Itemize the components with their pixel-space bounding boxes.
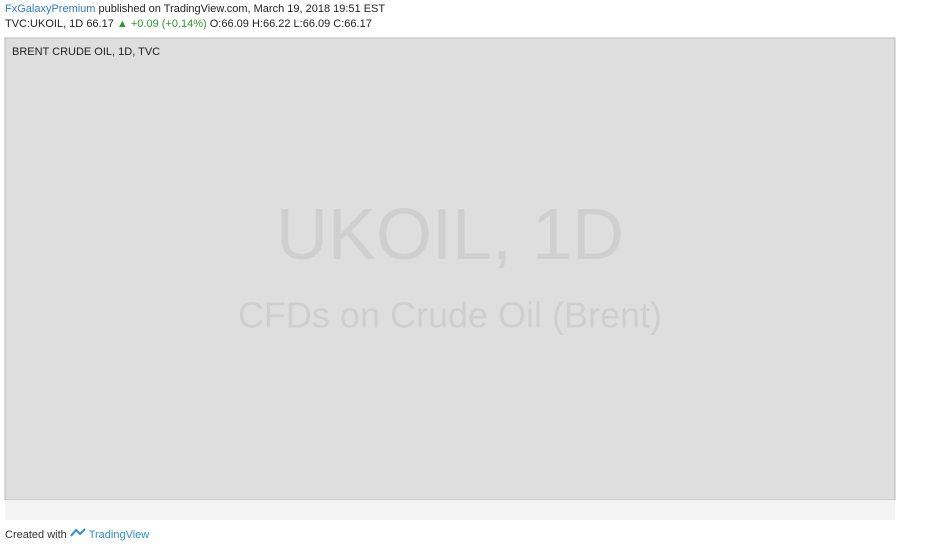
chart: UKOIL, 1D CFDs on Crude Oil (Brent) BREN… xyxy=(4,37,896,520)
footer-brand[interactable]: TradingView xyxy=(88,529,150,541)
header-line: FxGalaxyPremium published on TradingView… xyxy=(5,3,385,15)
last: 66.17 xyxy=(86,18,114,30)
watermark-sub: CFDs on Crude Oil (Brent) xyxy=(238,295,662,336)
footer: Created with TradingView xyxy=(5,528,149,541)
plot-bg xyxy=(4,37,896,501)
chart-title: BRENT CRUDE OIL, 1D, TVC xyxy=(12,46,160,58)
x-axis-bg xyxy=(5,500,895,520)
ohlc: O:66.09 H:66.22 L:66.09 C:66.17 xyxy=(209,18,372,30)
symbol: TVC:UKOIL, 1D xyxy=(5,18,84,30)
footer-created: Created with xyxy=(5,529,67,541)
symbol-line: TVC:UKOIL, 1D 66.17 ▲ +0.09 (+0.14%) O:6… xyxy=(5,18,372,30)
logo xyxy=(70,528,86,537)
author[interactable]: FxGalaxyPremium xyxy=(5,3,96,15)
change: ▲ +0.09 (+0.14%) xyxy=(116,18,207,30)
watermark: UKOIL, 1D xyxy=(276,195,624,275)
published: published on TradingView.com, March 19, … xyxy=(98,3,386,15)
